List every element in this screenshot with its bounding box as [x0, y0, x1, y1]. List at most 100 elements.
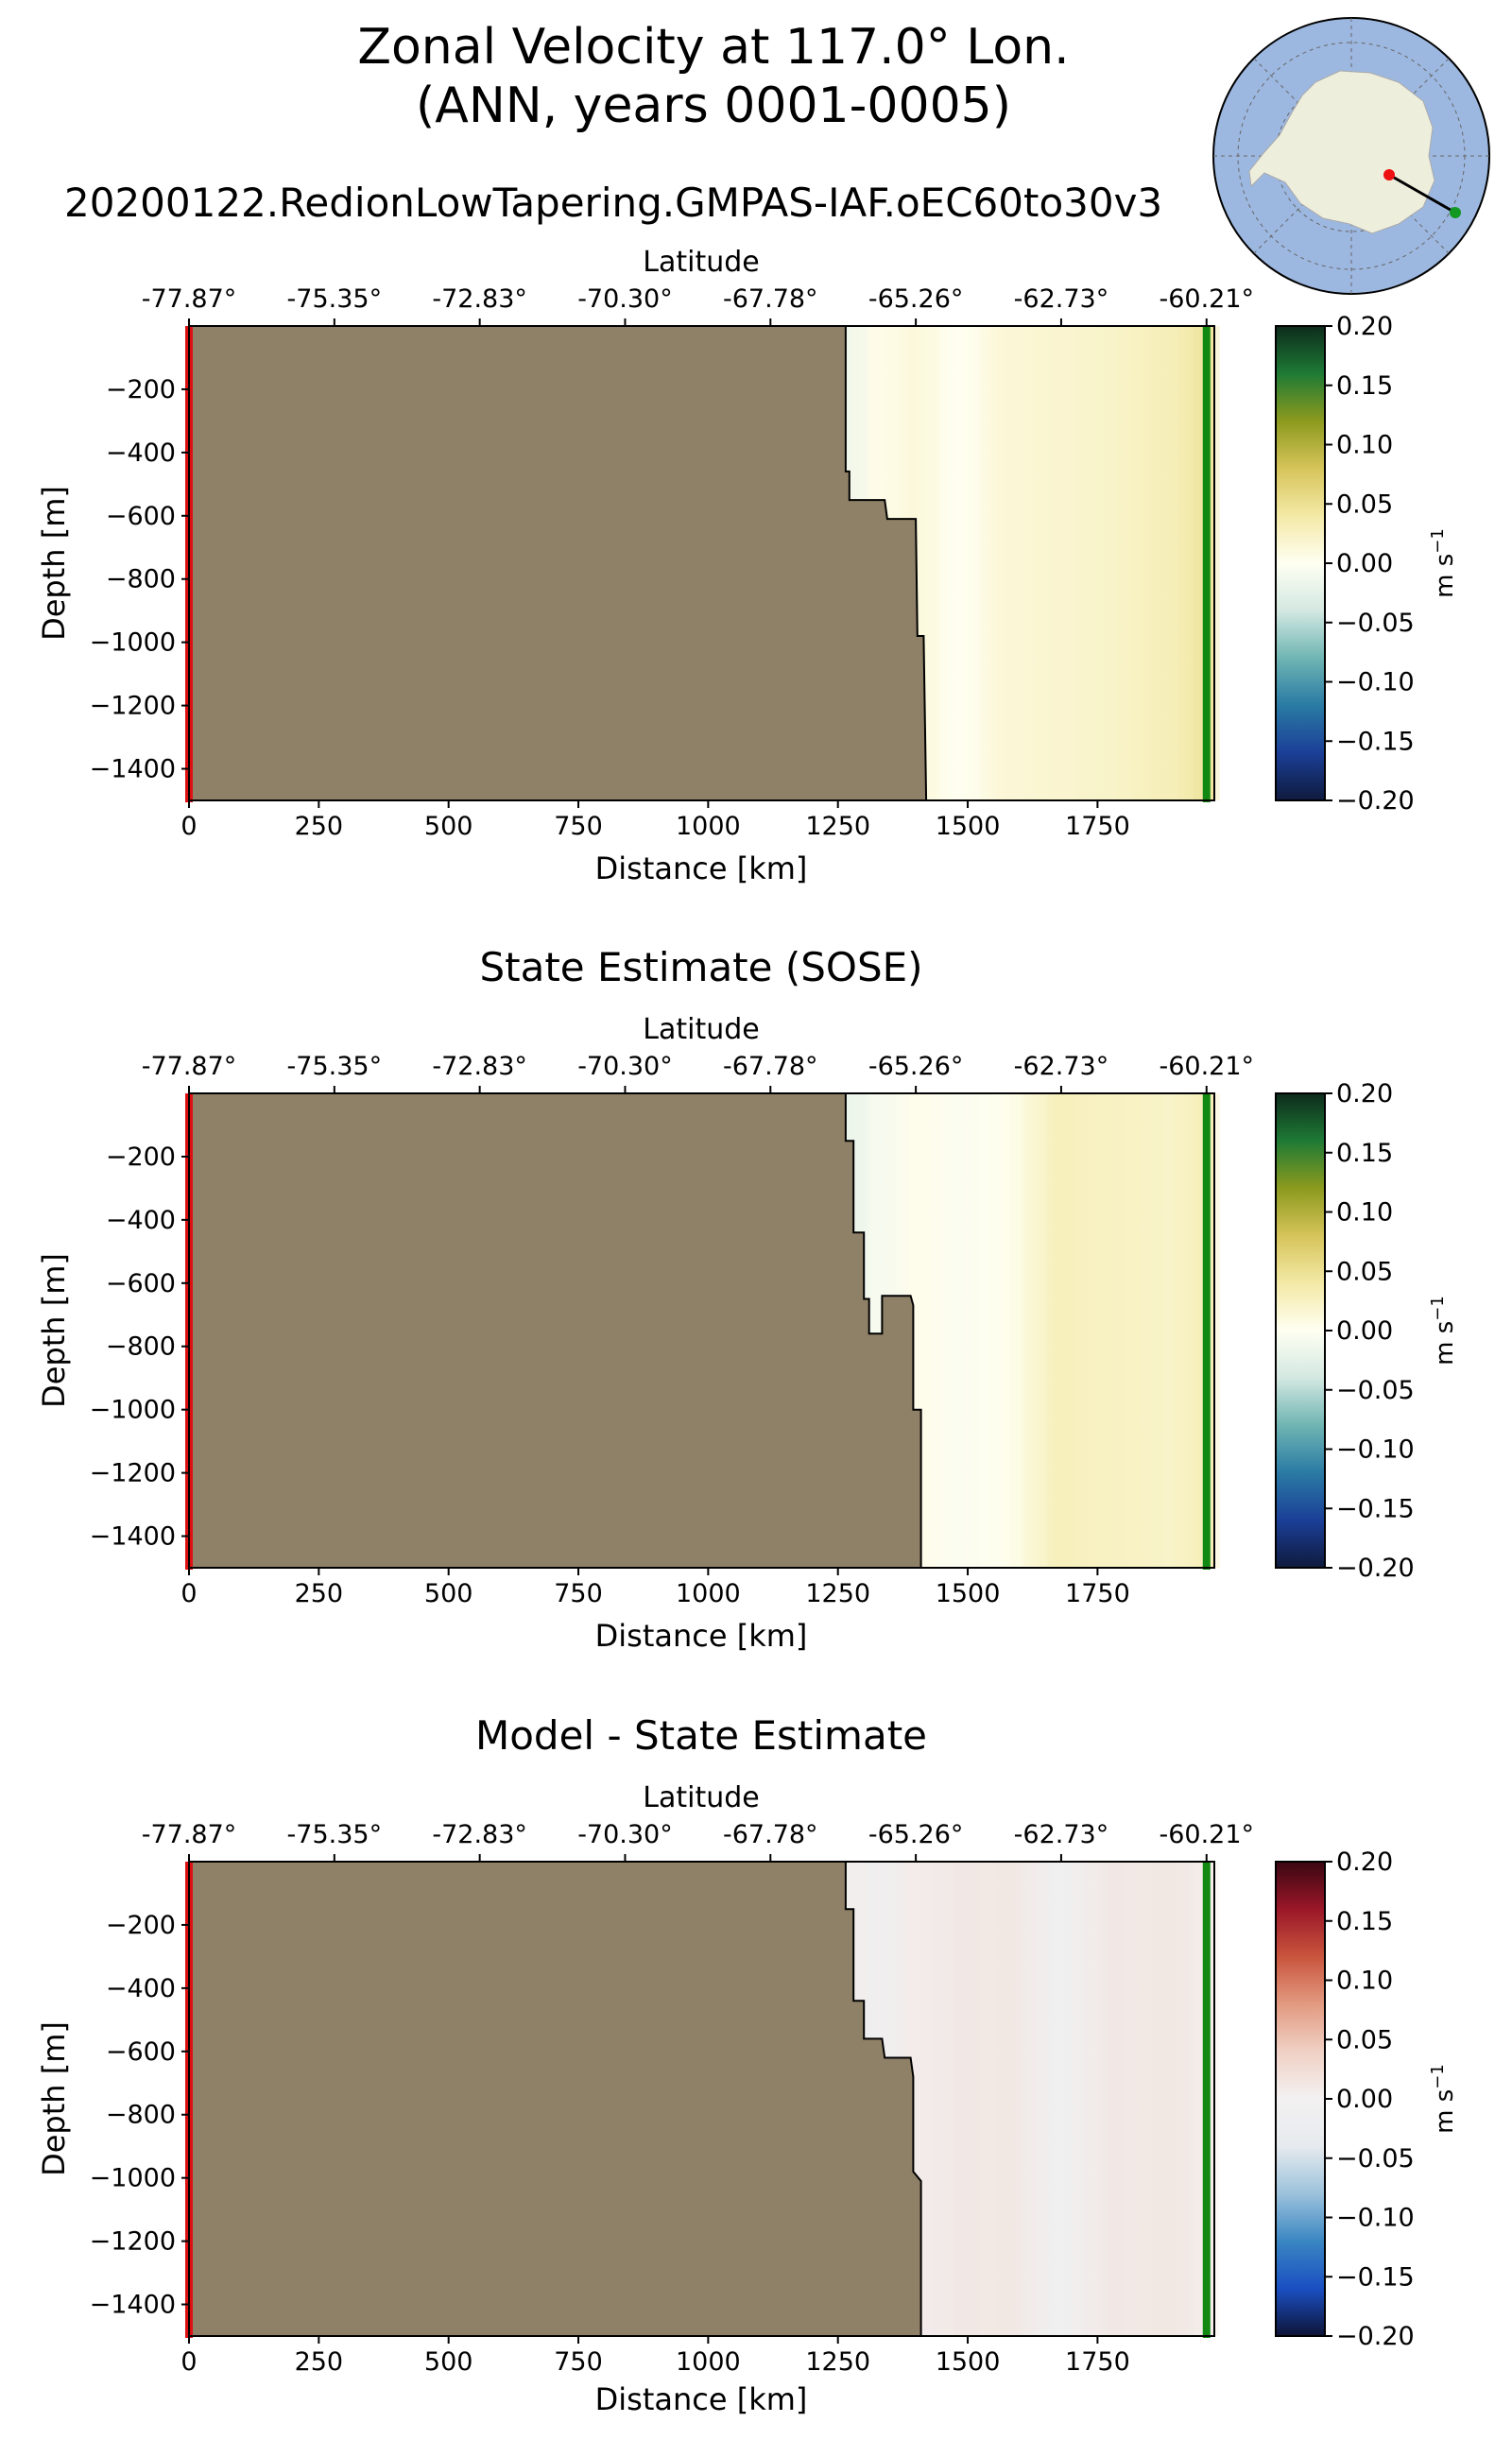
- top-tick-label: -70.30°: [577, 1820, 673, 1849]
- inset-start-dot: [1383, 169, 1395, 180]
- inset-map: [1212, 17, 1490, 295]
- x-tick-label: 250: [295, 812, 344, 841]
- field-column: [1047, 1862, 1074, 2336]
- field-column: [1099, 1862, 1126, 2336]
- land-mask: [189, 1862, 921, 2336]
- y-tick-label: −1400: [90, 755, 176, 784]
- colorbar-tick-label: 0.05: [1336, 1257, 1393, 1286]
- colorbar-tick-label: 0.05: [1336, 490, 1393, 519]
- colorbar-tick-label: −0.10: [1336, 1435, 1415, 1465]
- colorbar-tick-label: −0.10: [1336, 2204, 1415, 2233]
- colorbar-tick-label: 0.00: [1336, 549, 1393, 578]
- chart-model: Latitude -77.87° -75.35° -72.83° -70.30° -67…: [36, 246, 1459, 886]
- plot-frame: [188, 1861, 1215, 2337]
- x-tick-label: 0: [180, 2347, 197, 2377]
- field-column: [1047, 1093, 1074, 1568]
- top-tick-label: -67.78°: [723, 1052, 818, 1081]
- x-tick-label: 0: [180, 812, 197, 841]
- colorbar-tick-label: −0.15: [1336, 2262, 1415, 2292]
- top-tick-label: -60.21°: [1159, 1820, 1254, 1849]
- colorbar-tick-label: 0.15: [1336, 1907, 1393, 1936]
- top-tick-label: -62.73°: [1014, 284, 1109, 314]
- panel-title: State Estimate (SOSE): [479, 944, 922, 990]
- top-tick-label: -70.30°: [577, 284, 673, 314]
- colorbar-tick-label: 0.20: [1336, 1847, 1393, 1877]
- colorbar: 0.20 0.15 0.10 0.05 0.00 −0.05 −0.10 −0.15 −0.20: [1275, 1847, 1415, 2351]
- land-boundary-line: [844, 326, 928, 801]
- x-tick-label: 1000: [676, 1579, 741, 1608]
- y-tick-label: −400: [106, 438, 176, 468]
- field-column: [1151, 1093, 1178, 1568]
- top-tick-label: -65.26°: [868, 1052, 964, 1081]
- y-tick-label: −1200: [90, 1459, 176, 1488]
- y-tick-label: −600: [106, 2037, 176, 2067]
- y-tick-label: −1400: [90, 1522, 176, 1552]
- y-tick-label: −400: [106, 1206, 176, 1235]
- top-tick-label: -75.35°: [287, 1820, 383, 1849]
- colorbar-tick-label: −0.05: [1336, 609, 1415, 638]
- y-axis-ticks: −200 −400 −600 −800 −1000 −1200 −1400: [90, 1143, 189, 1552]
- colorbar-tick-label: 0.05: [1336, 2025, 1393, 2054]
- x-tick-label: 0: [180, 1579, 197, 1608]
- top-tick-label: -60.21°: [1159, 1052, 1254, 1081]
- top-axis-ticks: -77.87° -75.35° -72.83° -70.30° -67.78° -65.2…: [142, 1820, 1254, 1862]
- x-tick-label: 1500: [936, 1579, 1001, 1608]
- top-tick-label: -75.35°: [287, 1052, 383, 1081]
- svg-text:m s−1: m s−1: [1428, 528, 1459, 598]
- colorbar-tick-label: −0.20: [1336, 786, 1415, 816]
- top-tick-label: -72.83°: [432, 1820, 527, 1849]
- x-tick-label: 1750: [1065, 812, 1130, 841]
- field-column: [954, 1862, 982, 2336]
- y-axis-label: Depth [m]: [36, 486, 72, 641]
- x-axis-label: Distance [km]: [595, 2381, 808, 2417]
- figure-title-line2: (ANN, years 0001-0005): [415, 77, 1012, 134]
- colorbar-tick-label: 0.00: [1336, 2085, 1393, 2114]
- top-axis-label: Latitude: [643, 246, 759, 279]
- x-axis-ticks: 0 250 500 750 1000 1250 1500 1750: [180, 2336, 1130, 2377]
- inset-antarctica: [1248, 70, 1435, 234]
- y-tick-label: −1200: [90, 692, 176, 721]
- run-name: 20200122.RedionLowTapering.GMPAS-IAF.oEC…: [64, 180, 1163, 226]
- colorbar-tick-label: −0.05: [1336, 1376, 1415, 1405]
- top-tick-label: -77.87°: [142, 1820, 237, 1849]
- y-tick-label: −400: [106, 1974, 176, 2003]
- colorbar-label: m s−1: [1428, 2064, 1459, 2134]
- x-tick-label: 1000: [676, 812, 741, 841]
- colorbar-tick-label: 0.20: [1336, 312, 1393, 341]
- land-boundary-line: [844, 1862, 922, 2336]
- colorbar: 0.20 0.15 0.10 0.05 0.00 −0.05 −0.10 −0.15 −0.20: [1275, 312, 1415, 816]
- y-tick-label: −800: [106, 1332, 176, 1362]
- top-tick-label: -65.26°: [868, 284, 964, 314]
- land-boundary-line: [844, 1093, 922, 1568]
- top-tick-label: -60.21°: [1159, 284, 1254, 314]
- x-tick-label: 750: [554, 1579, 603, 1608]
- x-tick-label: 500: [424, 2347, 473, 2377]
- colorbar-unit-exp: −1: [1428, 2064, 1448, 2089]
- colorbar-tick-label: −0.15: [1336, 1494, 1415, 1523]
- field-column: [1099, 326, 1126, 800]
- colorbar-tick-label: −0.20: [1336, 2322, 1415, 2351]
- x-tick-label: 500: [424, 812, 473, 841]
- panel-title: Model - State Estimate: [475, 1712, 927, 1759]
- field-column: [1151, 326, 1178, 800]
- top-axis-ticks: -77.87° -75.35° -72.83° -70.30° -67.78° -65.2…: [142, 284, 1254, 326]
- top-axis-label: Latitude: [643, 1013, 759, 1046]
- y-tick-label: −800: [106, 2101, 176, 2130]
- y-tick-label: −800: [106, 565, 176, 594]
- colorbar-tick-label: −0.10: [1336, 668, 1415, 697]
- x-tick-label: 500: [424, 1579, 473, 1608]
- colorbar-tick-label: 0.00: [1336, 1316, 1393, 1346]
- y-tick-label: −1200: [90, 2227, 176, 2257]
- top-tick-label: -62.73°: [1014, 1052, 1109, 1081]
- colorbar-tick-label: 0.10: [1336, 431, 1393, 460]
- x-tick-label: 250: [295, 2347, 344, 2377]
- field-column: [1151, 1862, 1178, 2336]
- colorbar-unit: m s: [1431, 1321, 1459, 1366]
- x-tick-label: 1250: [805, 1579, 870, 1608]
- top-tick-label: -77.87°: [142, 284, 237, 314]
- y-tick-label: −200: [106, 1911, 176, 1940]
- y-tick-label: −600: [106, 1269, 176, 1298]
- field-column: [996, 1862, 1022, 2336]
- colorbar-unit: m s: [1431, 2089, 1459, 2134]
- end-marker-bar: [1202, 1093, 1211, 1570]
